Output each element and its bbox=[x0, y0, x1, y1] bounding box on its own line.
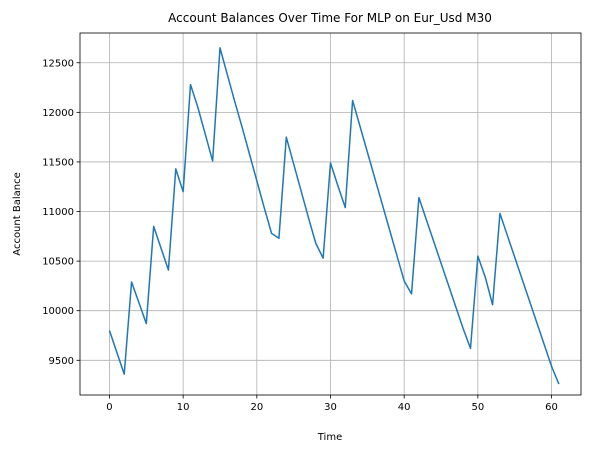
series-line bbox=[108, 47, 560, 385]
x-tick-label: 60 bbox=[545, 402, 558, 413]
y-tick-label: 10000 bbox=[42, 306, 74, 317]
grid-lines bbox=[80, 33, 581, 395]
axis-ticks: 0 10 20 30 40 50 60 9500 10000 10500 11000 11500 120… bbox=[42, 58, 558, 413]
y-tick-label: 9500 bbox=[49, 356, 74, 367]
chart-title: Account Balances Over Time For MLP on Eu… bbox=[168, 11, 492, 25]
series-layer bbox=[108, 47, 560, 385]
y-axis-label: Account Balance bbox=[12, 172, 23, 255]
y-tick-label: 12000 bbox=[42, 108, 74, 119]
x-tick-label: 0 bbox=[106, 402, 112, 413]
x-axis-label: Time bbox=[317, 432, 342, 443]
x-tick-label: 50 bbox=[471, 402, 484, 413]
x-tick-label: 30 bbox=[324, 402, 337, 413]
y-tick-label: 10500 bbox=[42, 257, 74, 268]
y-tick-label: 11500 bbox=[42, 157, 74, 168]
y-tick-label: 11000 bbox=[42, 207, 74, 218]
x-tick-label: 20 bbox=[250, 402, 263, 413]
x-tick-label: 40 bbox=[398, 402, 411, 413]
x-tick-label: 10 bbox=[177, 402, 190, 413]
y-tick-label: 12500 bbox=[42, 58, 74, 69]
